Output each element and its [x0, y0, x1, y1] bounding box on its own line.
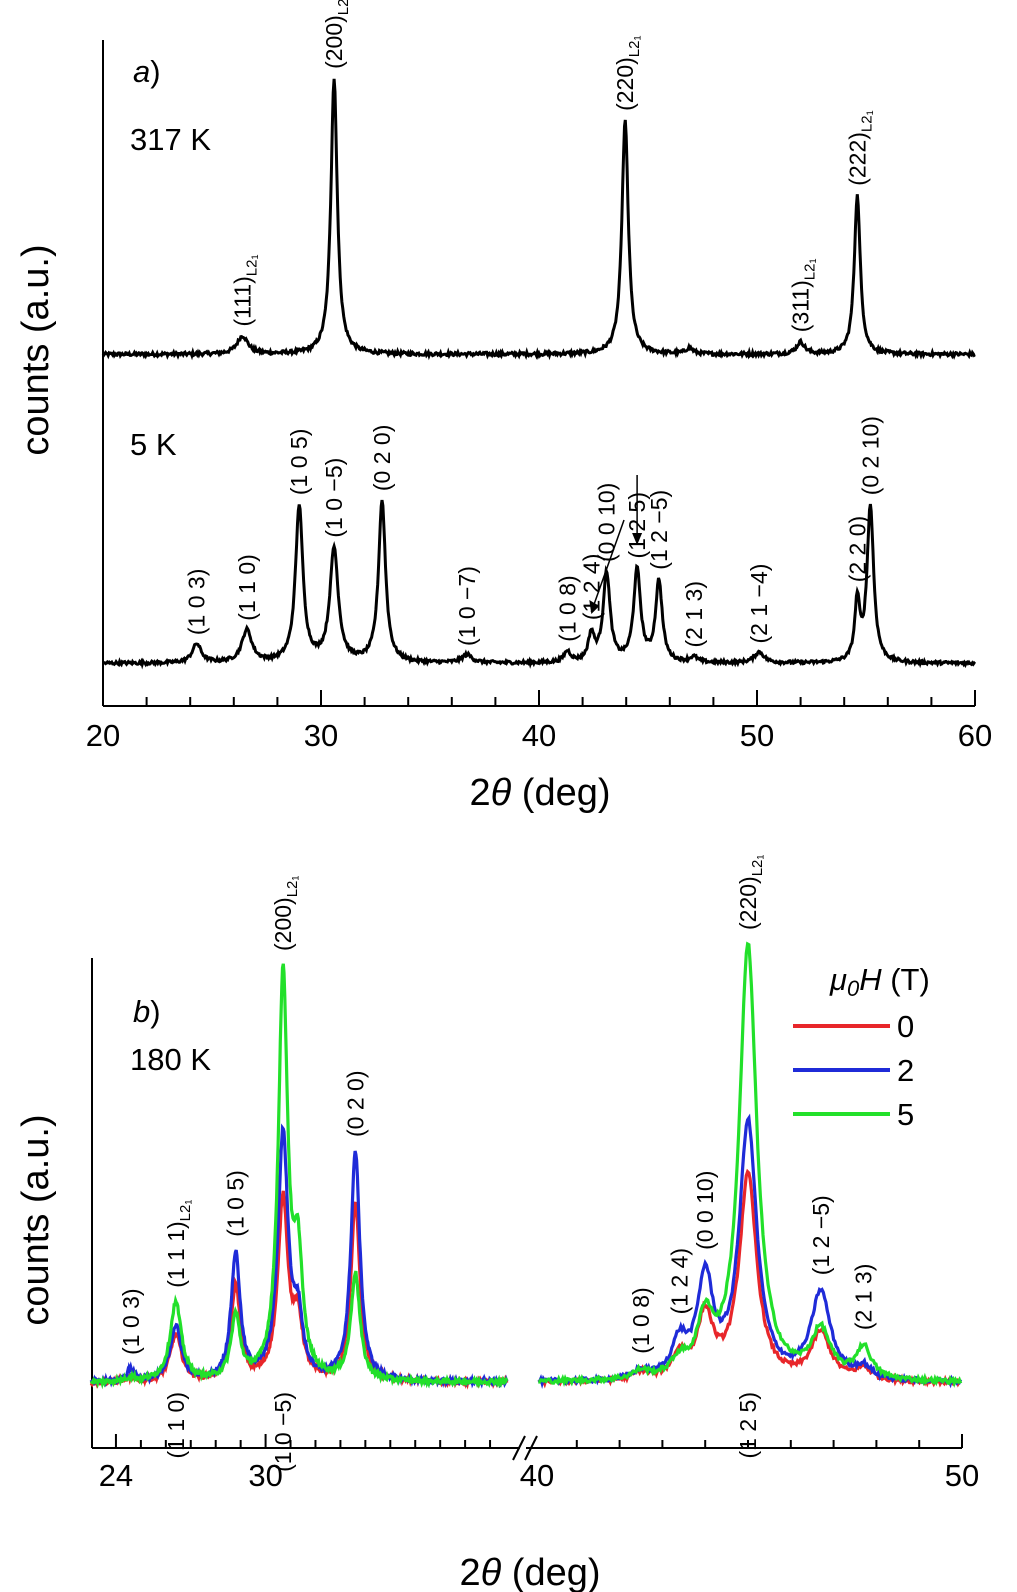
peak-label: (1 2 4): [667, 1248, 693, 1314]
peak-label: (0 0 10): [594, 483, 620, 562]
x-axis-label-a: 2θ (deg): [469, 772, 610, 814]
peak-label-below: (1 0 −5): [270, 1392, 296, 1472]
x-tick-label: 30: [248, 1458, 282, 1493]
x-tick-label: 60: [958, 718, 992, 753]
peak-label: (1 1 0): [234, 554, 260, 620]
x-tick-label: 24: [99, 1458, 133, 1493]
peak-label: (1 2 −5): [808, 1195, 834, 1275]
peak-label: (1 0 8): [628, 1287, 654, 1353]
x-tick-label: 50: [945, 1458, 979, 1493]
legend-label-2: 2: [897, 1053, 914, 1088]
legend-label-5: 5: [897, 1097, 914, 1132]
x-tick-label: 20: [86, 718, 120, 753]
peak-label-below: (1 2 5): [735, 1392, 761, 1458]
peak-label: (0 0 10): [692, 1171, 718, 1250]
peak-label: (111)L2₁: [230, 254, 261, 326]
peak-label: (0 2 0): [369, 425, 395, 491]
peak-label: (2 1 3): [851, 1264, 877, 1330]
peak-label: (1 0 −7): [454, 566, 480, 646]
peak-label: (200)L2₁: [321, 0, 352, 69]
axis-break-mark: [524, 1435, 538, 1461]
arrowhead-1-2-5: [632, 533, 643, 545]
peak-label: (1 0 −5): [321, 458, 347, 538]
panel-b: b) 180 K counts (a.u.) 2θ (deg) μ0H (T) …: [15, 855, 979, 1592]
peak-label: (1 0 5): [286, 429, 312, 495]
panel-b-label: b): [133, 994, 161, 1029]
y-axis-label-b: counts (a.u.): [15, 1114, 57, 1325]
peak-label: (2 1 3): [681, 581, 707, 647]
peak-label: (2 1 −4): [746, 564, 772, 644]
panel-a-label: a): [133, 54, 161, 89]
axis-break-mark: [512, 1435, 526, 1461]
legend-label-0: 0: [897, 1009, 914, 1044]
peak-label: (2 2 0): [844, 516, 870, 582]
temp-label-5k: 5 K: [130, 427, 177, 462]
series-line-5t: [89, 941, 963, 1390]
x-tick-label: 50: [740, 718, 774, 753]
peak-label: (220)L2₁: [735, 855, 766, 930]
legend-title: μ0H (T): [829, 962, 930, 1001]
y-axis-label-a: counts (a.u.): [15, 244, 57, 455]
peak-label-below: (1 1 0): [163, 1392, 189, 1458]
x-tick-label: 40: [522, 718, 556, 753]
peak-label: (1 2 −5): [646, 490, 672, 570]
peak-label: (1 0 3): [118, 1288, 144, 1354]
series-line-5k: [102, 499, 977, 670]
temp-label-317k: 317 K: [130, 122, 211, 157]
peak-label: (1 0 5): [223, 1170, 249, 1236]
temp-label-180k: 180 K: [130, 1042, 211, 1077]
peak-label: (0 2 0): [342, 1071, 368, 1137]
arrow-1-2-4: [590, 519, 625, 613]
x-tick-label: 30: [304, 718, 338, 753]
peak-label: (0 2 10): [857, 416, 883, 495]
peak-label: (1 0 8): [554, 575, 580, 641]
panel-a: a) 317 K 5 K counts (a.u.) 2θ (deg) 20 30…: [15, 0, 992, 814]
x-axis-label-b: 2θ (deg): [459, 1552, 600, 1592]
peak-label: (222)L2₁: [844, 110, 875, 185]
peak-label: (1 1 1)L2₁: [163, 1200, 194, 1288]
peak-label: (200)L2₁: [270, 876, 301, 951]
arrowhead-1-2-4: [589, 600, 600, 614]
peak-label: (220)L2₁: [612, 35, 643, 110]
peak-label: (311)L2₁: [788, 258, 819, 332]
x-tick-label: 40: [520, 1458, 554, 1493]
peak-label: (1 0 3): [184, 569, 210, 635]
series-line-317k: [101, 78, 976, 361]
